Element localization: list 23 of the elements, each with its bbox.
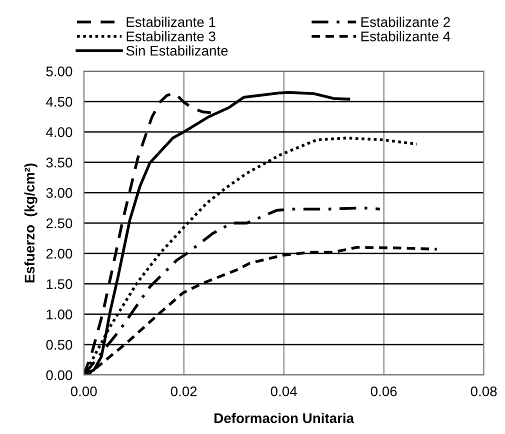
y-tick-label: 1.50 bbox=[46, 279, 72, 290]
x-tick-label: 0.04 bbox=[270, 386, 297, 396]
legend-label: Estabilizante 3 bbox=[126, 31, 216, 42]
y-tick-label: 3.50 bbox=[46, 158, 72, 168]
y-tick-label: 4.50 bbox=[46, 96, 72, 107]
y-tick-label: 1.00 bbox=[46, 310, 72, 320]
y-tick-label: 2.50 bbox=[46, 218, 72, 228]
y-tick-label: 3.00 bbox=[46, 188, 72, 198]
y-tick-label: 0.50 bbox=[46, 340, 72, 350]
x-axis-title: Deformacion Unitaria bbox=[214, 412, 354, 424]
y-tick-label: 2.00 bbox=[46, 248, 72, 259]
x-tick-label: 0.06 bbox=[370, 386, 397, 396]
legend-label: Estabilizante 4 bbox=[361, 31, 450, 42]
y-axis-title: Esfuerzo (kg/cm²) bbox=[24, 164, 38, 282]
x-tick-label: 0.00 bbox=[70, 386, 97, 396]
legend-label: Estabilizante 2 bbox=[361, 16, 450, 27]
x-tick-label: 0.02 bbox=[170, 386, 197, 396]
y-tick-label: 5.00 bbox=[46, 66, 72, 76]
x-tick-label: 0.08 bbox=[470, 386, 497, 396]
legend-label: Estabilizante 1 bbox=[126, 16, 216, 27]
legend-label: Sin Estabilizante bbox=[126, 45, 228, 56]
y-tick-label: 0.00 bbox=[46, 370, 72, 380]
y-tick-label: 4.00 bbox=[46, 127, 72, 138]
